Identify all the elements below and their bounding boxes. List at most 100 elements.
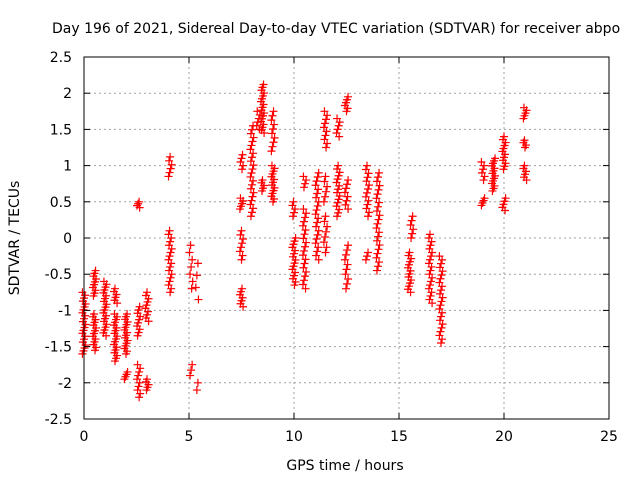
data-point [134, 382, 143, 391]
data-point [425, 255, 434, 264]
y-tick-label: -1.5 [45, 340, 72, 356]
data-point [135, 197, 144, 206]
data-point [314, 226, 323, 235]
data-point [299, 172, 308, 181]
data-point [298, 221, 307, 230]
data-point [237, 226, 246, 235]
data-point [500, 132, 508, 141]
y-tick-label: 1.5 [50, 122, 72, 138]
data-point [341, 284, 350, 293]
data-point [313, 247, 322, 256]
data-point [91, 266, 100, 275]
data-point [334, 121, 343, 130]
data-point [246, 157, 255, 166]
data-point [187, 284, 196, 293]
data-point [192, 271, 201, 280]
data-point [267, 129, 276, 138]
x-tick-label: 5 [185, 429, 194, 445]
data-point [78, 288, 87, 297]
data-point [319, 238, 328, 247]
data-point [246, 145, 255, 154]
data-point [238, 150, 247, 159]
data-point [341, 200, 350, 209]
data-point [321, 212, 330, 221]
data-point [341, 270, 350, 279]
data-point [164, 172, 173, 181]
data-point [375, 228, 384, 237]
data-point [372, 207, 381, 216]
data-point [312, 235, 321, 244]
data-point [375, 258, 384, 267]
data-point [479, 165, 487, 174]
data-point [238, 251, 247, 260]
data-point [362, 204, 371, 213]
data-point [437, 286, 445, 295]
data-point [165, 241, 174, 250]
data-point [268, 111, 277, 120]
data-point [299, 246, 308, 255]
x-axis-label: GPS time / hours [286, 458, 403, 474]
data-point [323, 111, 332, 120]
data-point [323, 222, 332, 231]
data-point [374, 173, 382, 182]
data-point [135, 302, 144, 311]
data-point [302, 267, 311, 276]
data-point [333, 175, 342, 184]
data-point [333, 164, 342, 173]
data-point [314, 255, 323, 264]
data-point [165, 277, 174, 286]
data-point [191, 283, 200, 292]
data-point [372, 266, 381, 275]
data-point [166, 248, 175, 257]
data-point [362, 188, 371, 197]
data-point [344, 92, 353, 101]
data-point [520, 161, 529, 170]
x-tick-label: 15 [390, 429, 408, 445]
data-point [236, 230, 245, 239]
data-points [78, 80, 531, 402]
data-point [302, 238, 311, 247]
data-point [342, 196, 351, 205]
y-tick-label: 2.5 [50, 50, 72, 66]
data-point [374, 262, 382, 271]
data-point [301, 284, 310, 293]
data-point [480, 194, 489, 203]
data-point [312, 177, 321, 186]
data-point [188, 277, 197, 286]
data-point [313, 189, 322, 198]
data-point [312, 206, 321, 215]
y-tick-label: 2 [63, 86, 72, 102]
data-point [424, 234, 433, 242]
x-tick-label: 20 [495, 429, 513, 445]
data-point [320, 192, 329, 201]
data-point [519, 103, 528, 112]
data-point [334, 195, 343, 204]
y-axis-label: SDTVAR / TECUs [7, 181, 23, 296]
data-point [164, 281, 173, 290]
data-point [435, 316, 444, 325]
data-point [314, 214, 323, 223]
data-point [235, 247, 244, 256]
data-point [99, 277, 108, 286]
data-point [290, 208, 298, 217]
data-point [248, 208, 256, 217]
data-point [427, 252, 436, 261]
data-point [288, 201, 297, 210]
data-point [166, 262, 175, 271]
data-point [437, 323, 446, 332]
data-point [166, 152, 175, 161]
data-point [361, 192, 370, 201]
axis-ticks [83, 56, 610, 420]
data-point [323, 182, 332, 191]
data-point [343, 246, 352, 255]
data-point [298, 251, 307, 260]
chart-title: Day 196 of 2021, Sidereal Day-to-day VTE… [52, 21, 620, 37]
data-point [477, 168, 486, 177]
data-point [269, 124, 277, 133]
data-point [238, 239, 247, 248]
data-point [373, 190, 382, 199]
data-point [313, 172, 322, 181]
y-tick-label: -2.5 [45, 412, 72, 428]
data-point [193, 378, 202, 387]
data-point [372, 236, 381, 245]
